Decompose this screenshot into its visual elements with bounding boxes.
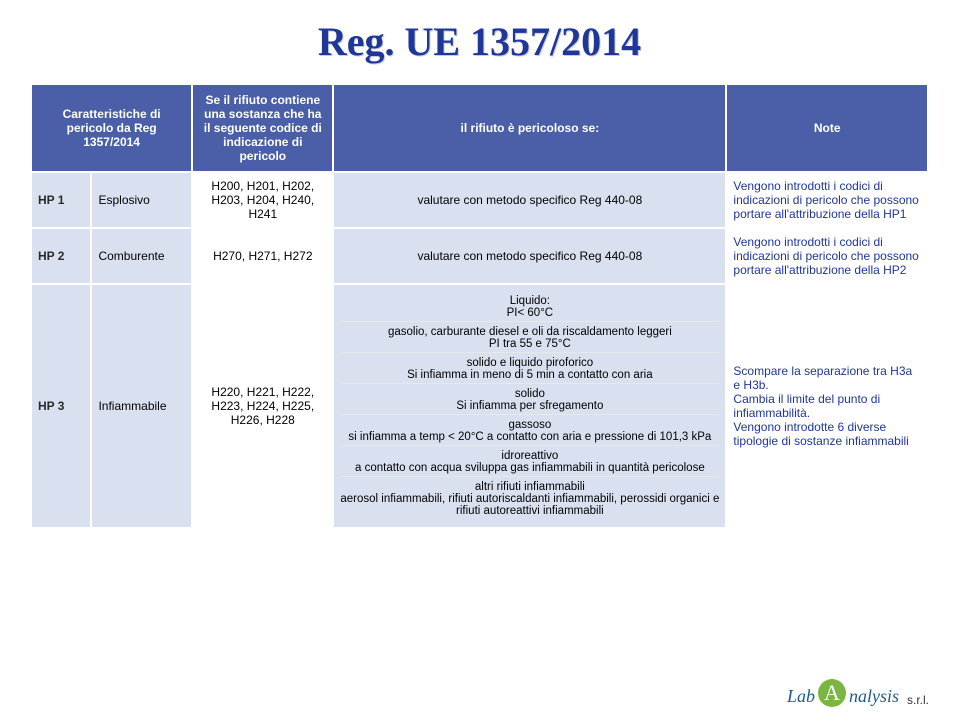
cond-item: idroreattivoa contatto con acqua svilupp… (340, 448, 719, 477)
th-condizione: il rifiuto è pericoloso se: (333, 84, 726, 172)
th-note: Note (726, 84, 928, 172)
cell-code: HP 3 (31, 284, 91, 528)
logo-part2: nalysis (849, 686, 899, 707)
cell-cond: valutare con metodo specifico Reg 440-08 (333, 228, 726, 284)
cell-sost: H220, H221, H222, H223, H224, H225, H226… (192, 284, 333, 528)
cell-note: Scompare la separazione tra H3a e H3b.Ca… (726, 284, 928, 528)
logo-suffix: s.r.l. (907, 693, 929, 707)
table-row: HP 3 Infiammabile H220, H221, H222, H223… (31, 284, 928, 528)
cell-cond-list: Liquido:PI< 60°C gasolio, carburante die… (333, 284, 726, 528)
cond-item: gassososi infiamma a temp < 20°C a conta… (340, 417, 719, 446)
th-sostanza: Se il rifiuto contiene una sostanza che … (192, 84, 333, 172)
cond-item: altri rifiuti infiammabiliaerosol infiam… (340, 479, 719, 519)
cell-note: Vengono introdotti i codici di indicazio… (726, 228, 928, 284)
cond-item: solido e liquido piroforicoSi infiamma i… (340, 355, 719, 384)
cell-nome: Infiammabile (91, 284, 192, 528)
cell-code: HP 1 (31, 172, 91, 228)
cell-sost: H200, H201, H202, H203, H204, H240, H241 (192, 172, 333, 228)
cell-nome: Comburente (91, 228, 192, 284)
cond-item: gasolio, carburante diesel e oli da risc… (340, 324, 719, 353)
cell-code: HP 2 (31, 228, 91, 284)
logo-letter: A (818, 679, 846, 707)
page-title: Reg. UE 1357/2014 (30, 18, 929, 65)
logo: Lab A nalysis s.r.l. (787, 679, 929, 707)
cell-nome: Esplosivo (91, 172, 192, 228)
cond-item: solidoSi infiamma per sfregamento (340, 386, 719, 415)
cell-cond: valutare con metodo specifico Reg 440-08 (333, 172, 726, 228)
table-row: HP 2 Comburente H270, H271, H272 valutar… (31, 228, 928, 284)
cell-note: Vengono introdotti i codici di indicazio… (726, 172, 928, 228)
hazard-table: Caratteristiche di pericolo da Reg 1357/… (30, 83, 929, 529)
th-caratteristiche: Caratteristiche di pericolo da Reg 1357/… (31, 84, 192, 172)
table-row: HP 1 Esplosivo H200, H201, H202, H203, H… (31, 172, 928, 228)
cond-item: Liquido:PI< 60°C (340, 293, 719, 322)
logo-part1: Lab (787, 686, 815, 707)
cell-sost: H270, H271, H272 (192, 228, 333, 284)
